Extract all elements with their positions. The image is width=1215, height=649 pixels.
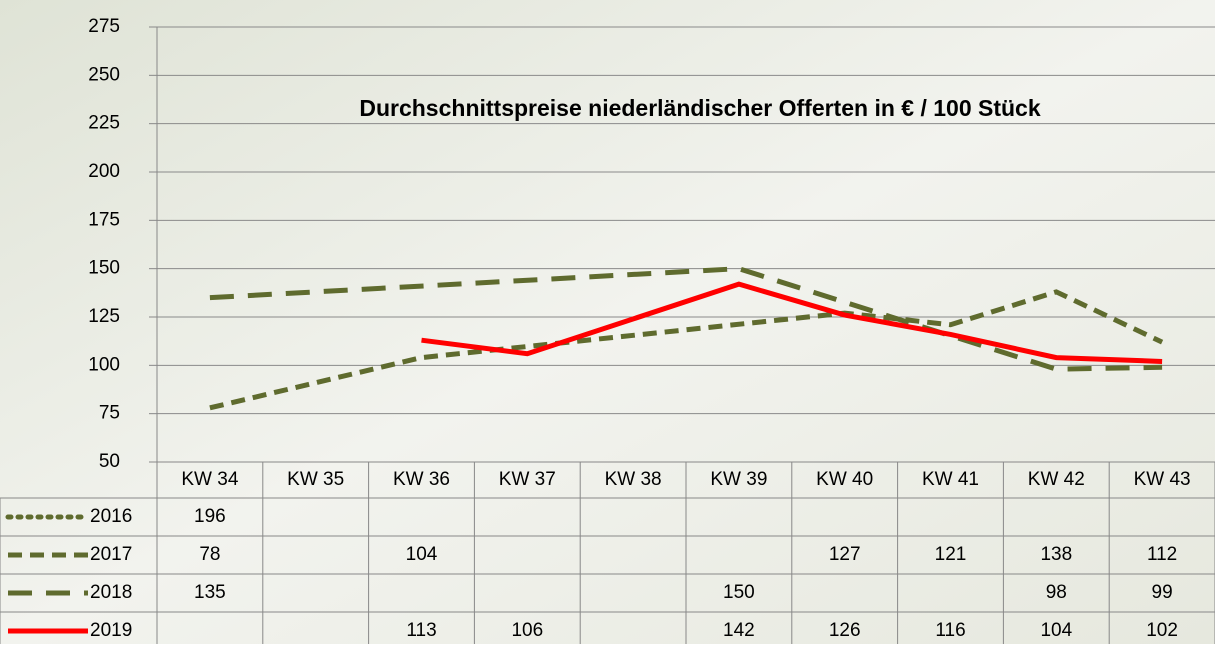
table-value: 99 [1152,582,1173,603]
table-value: 135 [194,582,226,603]
y-tick-label: 150 [88,258,120,279]
y-tick-label: 275 [88,16,120,37]
table-value: 106 [511,620,543,641]
table-value: 78 [199,544,220,565]
table-value: 112 [1147,544,1177,565]
series-line [421,281,1163,364]
x-tick-label: KW 40 [816,469,873,490]
table-value: 127 [829,544,861,565]
series-line [209,289,1164,411]
y-tick-label: 75 [99,403,120,424]
legend-label: 2018 [90,582,132,603]
table-value: 116 [935,620,965,641]
table-value: 138 [1040,544,1072,565]
x-tick-label: KW 43 [1134,469,1191,490]
table-value: 98 [1046,582,1067,603]
table-value: 150 [723,582,755,603]
x-tick-label: KW 42 [1028,469,1085,490]
chart-title: Durchschnittspreise niederländischer Off… [359,95,1040,121]
table-value: 102 [1146,620,1178,641]
x-tick-label: KW 34 [181,469,238,490]
y-tick-label: 250 [88,64,120,85]
table-value: 104 [1040,620,1072,641]
legend-label: 2019 [90,620,132,641]
table-value: 196 [194,506,226,527]
x-tick-label: KW 36 [393,469,450,490]
table-value: 104 [406,544,438,565]
y-tick-label: 50 [99,451,120,472]
y-tick-label: 100 [88,354,120,375]
table-value: 126 [829,620,861,641]
y-tick-label: 225 [88,113,120,134]
table-value: 142 [723,620,755,641]
x-tick-label: KW 35 [287,469,344,490]
table-value: 113 [406,620,436,641]
x-tick-label: KW 41 [922,469,979,490]
y-tick-label: 200 [88,161,120,182]
table-value: 121 [935,544,967,565]
y-tick-label: 125 [88,306,120,327]
x-tick-label: KW 37 [499,469,556,490]
legend-label: 2017 [90,544,132,565]
y-tick-label: 175 [88,209,120,230]
x-tick-label: KW 39 [710,469,767,490]
series-line [209,266,1163,372]
legend-label: 2016 [90,506,132,527]
x-tick-label: KW 38 [605,469,662,490]
